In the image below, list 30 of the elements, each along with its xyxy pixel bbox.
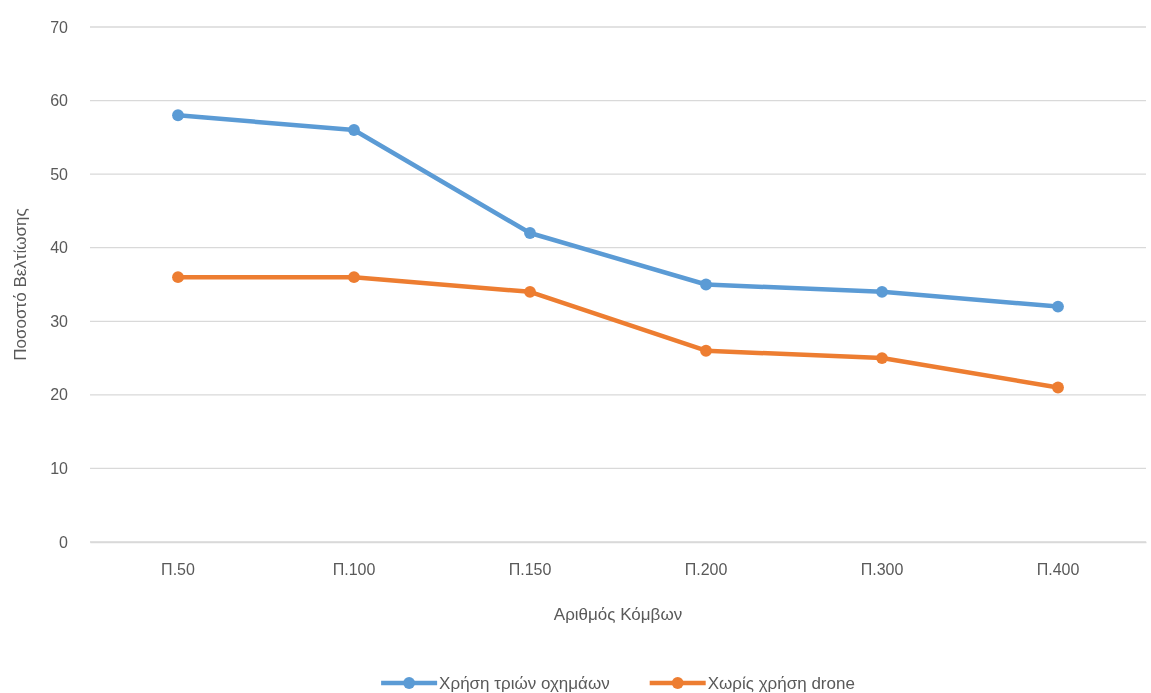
x-tick-label: Π.50 — [161, 561, 195, 579]
x-tick-label: Π.400 — [1036, 561, 1080, 579]
y-tick-label: 30 — [50, 312, 69, 330]
point — [524, 227, 536, 239]
x-tick-label: Π.300 — [860, 561, 904, 579]
point — [172, 109, 184, 122]
point — [1052, 300, 1064, 313]
point — [700, 278, 712, 291]
point — [876, 285, 888, 298]
x-tick-label: Π.100 — [332, 561, 376, 579]
point — [348, 124, 360, 136]
point — [700, 344, 712, 357]
x-axis-title: Αριθμός Κόμβων — [553, 605, 683, 624]
x-tick-label: Π.200 — [684, 561, 728, 579]
legend-label: Χρήση τριών οχημάων — [439, 674, 610, 693]
x-tick-label: Π.150 — [508, 561, 552, 579]
y-tick-label: 70 — [50, 18, 69, 36]
point — [1052, 381, 1064, 394]
legend-label: Χωρίς χρήση drone — [707, 674, 855, 693]
y-axis-title: Ποσοστό Βελτίωσης — [11, 208, 30, 361]
y-tick-label: 10 — [50, 460, 69, 478]
y-tick-label: 0 — [59, 533, 69, 551]
y-tick-label: 60 — [50, 92, 69, 110]
point — [172, 271, 184, 284]
y-tick-label: 40 — [50, 239, 69, 257]
point — [524, 285, 536, 298]
y-tick-label: 50 — [50, 165, 69, 183]
point — [876, 352, 888, 364]
point — [348, 271, 360, 284]
y-tick-label: 20 — [50, 386, 69, 404]
